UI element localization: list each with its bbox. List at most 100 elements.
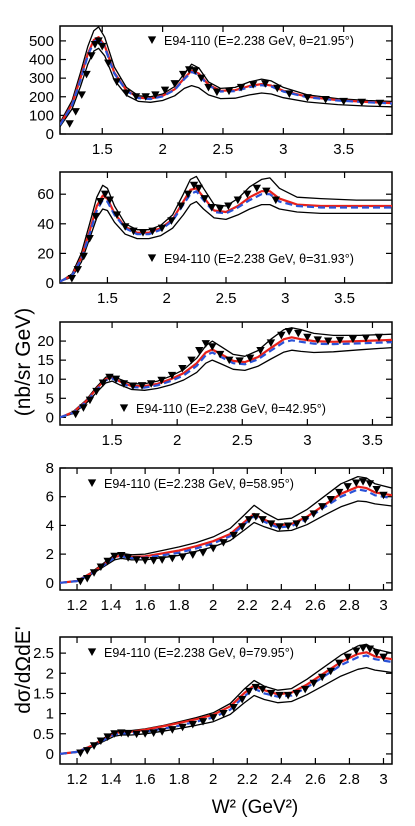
data-point: [348, 335, 358, 344]
data-point: [375, 99, 385, 108]
data-point: [123, 554, 133, 562]
y-tick-label: 2: [46, 665, 54, 682]
y-tick-label: 5: [46, 390, 54, 407]
data-point: [335, 488, 344, 497]
y-tick-label: 20: [37, 245, 54, 262]
data-point: [256, 347, 265, 355]
data-point: [209, 544, 218, 553]
data-point: [372, 649, 381, 658]
data-point: [352, 479, 361, 488]
data-point: [266, 339, 276, 347]
data-point: [105, 373, 114, 382]
x-tick-label: 2: [209, 771, 217, 788]
data-point: [184, 66, 194, 74]
data-point: [283, 691, 293, 700]
data-point: [168, 726, 177, 734]
data-point: [188, 720, 197, 729]
x-tick-label: 2: [158, 141, 166, 158]
data-point: [326, 496, 335, 504]
data-point: [372, 485, 381, 494]
x-tick-label: 1.8: [169, 771, 190, 788]
data-point: [236, 83, 246, 92]
data-point: [244, 516, 254, 524]
data-point: [151, 91, 160, 99]
data-point: [275, 523, 284, 531]
data-point: [94, 37, 103, 45]
data-point: [324, 337, 333, 346]
data-point: [317, 673, 327, 682]
data-point: [149, 729, 158, 737]
y-tick-label: 1.5: [33, 685, 54, 702]
y-tick-label: 500: [29, 33, 54, 50]
data-point: [379, 491, 388, 500]
data-point: [96, 563, 106, 572]
y-tick-label: 300: [29, 70, 54, 87]
legend-label: E94-110 (E=2.238 GeV, θ=31.93°): [164, 252, 354, 266]
data-point: [103, 733, 112, 741]
x-tick-label: 3.5: [362, 432, 383, 449]
data-point: [82, 70, 91, 79]
data-point: [258, 516, 267, 524]
y-tick-label: 400: [29, 52, 54, 69]
panel-3: 1.5 2 2.5 3 3.5 0 5 10 15 20 E94-110 (E=2.238 GeV,…: [37, 321, 393, 449]
x-tick-label: 2.2: [237, 597, 258, 614]
data-point: [225, 356, 234, 365]
data-point: [215, 350, 225, 359]
data-point: [178, 70, 188, 79]
data-point: [219, 539, 228, 547]
data-point: [89, 742, 99, 750]
x-tick-label: 2.8: [339, 597, 360, 614]
x-tick-label: 3.5: [333, 141, 354, 158]
data-point: [132, 730, 141, 739]
data-point: [157, 728, 167, 736]
data-point: [339, 97, 348, 106]
model-curve-blue: [60, 37, 392, 126]
data-point: [197, 74, 206, 83]
data-point: [189, 181, 199, 190]
data-point: [358, 478, 368, 486]
data-point: [357, 98, 367, 107]
data-point: [137, 382, 147, 390]
data-point: [243, 190, 252, 199]
y-tick-label: 100: [29, 107, 54, 124]
data-point: [303, 333, 312, 342]
x-tick-label: 2.6: [305, 771, 326, 788]
data-point: [121, 223, 130, 231]
y-tick-label: 0: [46, 126, 54, 143]
y-axis-label-upper: (nb/sr GeV): [12, 308, 35, 417]
data-point: [198, 549, 208, 557]
y-axis-label-lower: dσ/dΩdE': [12, 626, 35, 714]
data-point: [71, 410, 80, 419]
data-point: [326, 667, 335, 676]
data-point: [379, 653, 388, 662]
data-point: [76, 577, 85, 586]
data-point: [224, 202, 233, 211]
data-point: [215, 205, 225, 213]
data-point: [194, 184, 203, 193]
data-point: [191, 67, 200, 75]
x-tick-label: 2.6: [305, 597, 326, 614]
y-tick-label: 4: [46, 517, 54, 534]
data-point: [103, 557, 112, 566]
data-point: [300, 685, 310, 694]
data-point: [195, 347, 204, 355]
data-point: [129, 227, 138, 236]
x-tick-label: 3: [279, 141, 287, 158]
data-point: [352, 647, 361, 656]
data-point: [233, 196, 243, 205]
data-point: [117, 551, 126, 560]
model-curve-black: [60, 346, 392, 419]
y-tick-label: 60: [37, 186, 54, 203]
data-point: [273, 84, 282, 93]
data-point: [77, 91, 86, 99]
data-point: [157, 224, 167, 233]
legend-marker: [87, 648, 97, 656]
data-point: [85, 235, 94, 243]
x-tick-label: 1.5: [97, 290, 118, 307]
data-point: [178, 553, 187, 561]
panel-2: 1.5 2 2.5 3 3.5 0 20 40 60 E94-110 (E=2.238 GeV, …: [37, 171, 393, 307]
x-tick-label: 2: [209, 597, 217, 614]
data-point: [224, 87, 234, 96]
x-tick-label: 2.4: [271, 771, 292, 788]
